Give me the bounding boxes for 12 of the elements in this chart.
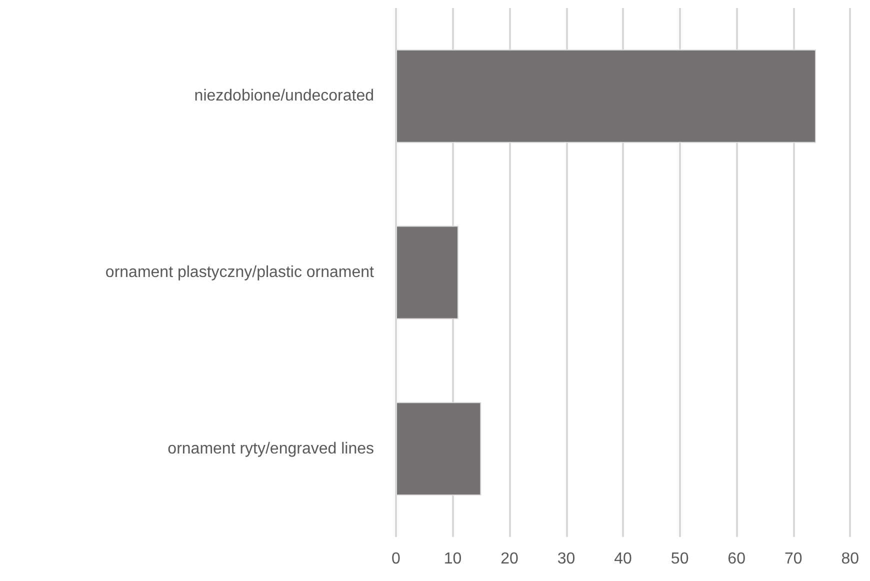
x-tick-label: 40 — [614, 550, 632, 568]
x-tick-label: 60 — [728, 550, 746, 568]
x-tick-label: 30 — [557, 550, 576, 568]
y-tick-label: ornament plastyczny/plastic ornament — [105, 264, 375, 281]
y-tick-label: niezdobione/undecorated — [194, 88, 374, 105]
y-tick-label: ornament ryty/engraved lines — [168, 440, 374, 458]
x-tick-label: 10 — [444, 550, 462, 568]
x-tick-label: 50 — [670, 550, 689, 568]
x-tick-label: 0 — [392, 550, 401, 568]
x-tick-label: 80 — [841, 550, 860, 568]
x-tick-label: 20 — [500, 550, 519, 568]
x-tick-label: 70 — [784, 550, 802, 568]
